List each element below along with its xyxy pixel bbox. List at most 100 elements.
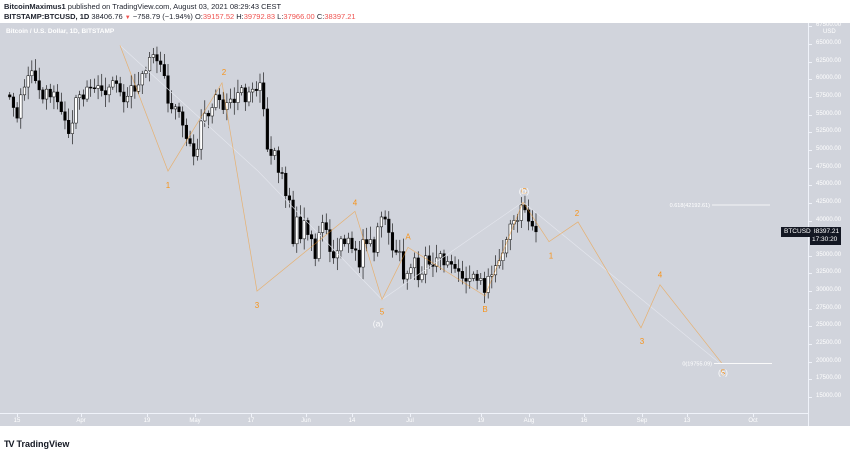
candle-down xyxy=(15,107,19,119)
price-tick-label: 62500.00 xyxy=(816,57,842,64)
candle-up xyxy=(295,216,299,245)
candle-up xyxy=(438,253,442,259)
candle-down xyxy=(192,143,196,157)
price-tick-label: 22500.00 xyxy=(816,340,842,347)
candle-up xyxy=(247,91,251,103)
candle-down xyxy=(416,257,420,281)
wave-label[interactable]: (c) xyxy=(718,367,728,377)
currency-label: USD xyxy=(823,29,836,36)
price-tick-label: 60000.00 xyxy=(816,75,842,82)
candle-up xyxy=(210,107,214,117)
candle-up xyxy=(30,70,34,77)
author-name[interactable]: BitcoinMaximus1 xyxy=(4,2,66,11)
last-price-value: 38397.21 xyxy=(812,227,840,235)
high-value: 39792.83 xyxy=(243,12,276,21)
price-tick xyxy=(809,344,812,346)
open-label: O: xyxy=(194,12,203,21)
wave-label[interactable]: 2 xyxy=(575,209,580,218)
time-tick-label: 16 xyxy=(580,418,588,424)
candle-down xyxy=(48,88,52,98)
time-tick xyxy=(81,414,82,417)
time-tick xyxy=(195,414,196,417)
candle-up xyxy=(96,85,100,89)
candle-down xyxy=(159,60,163,65)
price-axis[interactable]: 67500.00 65000.00 62500.00 60000.00 57500.00… xyxy=(808,22,850,426)
chart-area[interactable]: 1 2 3 4 5 (a) A B C (b) 1 2 3 4 5 (c) 0.618(42192.61) 0(1… xyxy=(0,22,850,427)
candle-up xyxy=(22,86,27,96)
publish-line: BitcoinMaximus1 published on TradingView… xyxy=(4,2,356,12)
price-tick xyxy=(809,397,812,398)
candle-up xyxy=(398,251,402,253)
bar-countdown: 17:30:20 xyxy=(812,235,838,243)
candle-up xyxy=(368,239,372,245)
candle-up xyxy=(251,88,255,93)
price-tick xyxy=(809,202,812,204)
wave-label[interactable]: 5 xyxy=(380,308,385,317)
wave-label[interactable]: A xyxy=(405,232,411,241)
wave-label[interactable]: (a) xyxy=(373,319,384,329)
price-tick-label: 45000.00 xyxy=(816,181,842,188)
price-tick-label: 35000.00 xyxy=(816,251,842,258)
candle-down xyxy=(221,99,225,110)
candle-down xyxy=(475,273,479,281)
time-tick-label: 13 xyxy=(683,418,691,424)
publish-info: published on TradingView.com, August 03,… xyxy=(67,2,282,11)
projected-wave-path[interactable] xyxy=(522,201,723,364)
wave-label[interactable]: 3 xyxy=(255,301,260,310)
wave-label[interactable]: C xyxy=(521,187,527,196)
wave-label[interactable]: 3 xyxy=(640,337,645,346)
price-pane[interactable]: 1 2 3 4 5 (a) A B C (b) 1 2 3 4 5 (c) 0.618(42192.61) 0(1… xyxy=(0,23,808,413)
time-tick xyxy=(17,414,18,417)
candle-down xyxy=(332,251,336,259)
candle-up xyxy=(111,80,115,88)
down-arrow-icon: ▼ xyxy=(124,15,131,21)
time-tick-label: 14 xyxy=(348,418,356,424)
symbol-tag: BTCUSD xyxy=(781,226,814,237)
candle-down xyxy=(155,54,159,62)
low-value: 37966.00 xyxy=(283,12,315,21)
candle-down xyxy=(530,220,534,227)
candle-down xyxy=(350,237,354,249)
wave-label[interactable]: 4 xyxy=(658,271,663,280)
candle-up xyxy=(19,94,23,119)
candle-down xyxy=(453,264,457,269)
candle-down xyxy=(284,172,288,197)
chart-title: Bitcoin / U.S. Dollar, 1D, BITSTAMP xyxy=(6,28,115,35)
elliott-wave-path[interactable] xyxy=(119,45,524,301)
time-tick xyxy=(584,414,585,417)
candle-down xyxy=(365,239,369,245)
publish-header: BitcoinMaximus1 published on TradingView… xyxy=(4,2,356,23)
price-tick-label: 27500.00 xyxy=(816,304,842,311)
candle-up xyxy=(446,261,450,266)
time-tick-label: Jul xyxy=(406,418,414,424)
time-axis[interactable]: 15 Apr 19 May 17 Jun 14 Jul 19 Aug 16 Sep 13 Oct xyxy=(0,413,808,427)
candle-down xyxy=(59,101,63,113)
candlestick-plot[interactable]: 12345(a)ABC(b)12345(c)0.618(42192.61)0(1… xyxy=(0,23,808,413)
time-tick-label: 17 xyxy=(247,418,255,424)
wave-label[interactable]: 2 xyxy=(222,68,227,77)
candle-up xyxy=(236,92,240,103)
wave-label[interactable]: (b) xyxy=(519,186,530,196)
price-tick xyxy=(809,149,812,151)
wave-label[interactable]: 1 xyxy=(549,252,554,261)
tradingview-logo-icon: TV xyxy=(4,439,14,449)
price-tick xyxy=(809,185,812,187)
candle-up xyxy=(424,255,428,275)
candle-down xyxy=(166,75,170,104)
candle-down xyxy=(188,138,192,144)
wave-label[interactable]: 1 xyxy=(166,181,171,190)
candle-down xyxy=(265,108,269,150)
time-tick-label: Apr xyxy=(76,418,86,424)
wave-label[interactable]: B xyxy=(482,305,487,314)
candle-down xyxy=(184,124,188,139)
candle-up xyxy=(258,82,262,91)
time-tick-label: Sep xyxy=(636,418,648,424)
time-tick-label: 19 xyxy=(143,418,151,424)
time-tick xyxy=(642,414,643,417)
wave-label[interactable]: 5 xyxy=(721,368,726,377)
candle-up xyxy=(199,120,203,150)
time-tick-label: 15 xyxy=(13,418,21,424)
candle-up xyxy=(317,232,321,259)
low-label: L: xyxy=(277,12,284,21)
wave-label[interactable]: 4 xyxy=(353,198,358,207)
